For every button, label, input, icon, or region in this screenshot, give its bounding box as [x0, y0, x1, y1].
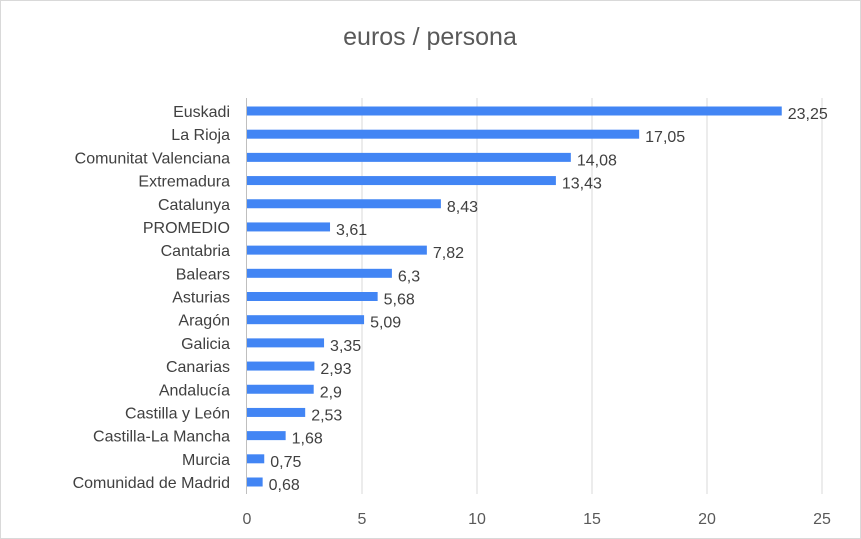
data-label: 5,09: [370, 315, 401, 332]
category-label: Catalunya: [158, 197, 230, 214]
bar: [247, 477, 263, 487]
x-tick-label: 0: [243, 511, 252, 528]
category-label: La Rioja: [171, 127, 230, 144]
x-tick-label: 15: [583, 511, 601, 528]
category-label: Extremadura: [138, 174, 230, 191]
category-label: Aragón: [178, 313, 230, 330]
data-label: 8,43: [447, 199, 478, 216]
data-label: 5,68: [384, 292, 415, 309]
bar: [247, 129, 640, 139]
bar: [247, 361, 315, 371]
category-label: Comunidad de Madrid: [73, 475, 230, 492]
bar: [247, 292, 378, 301]
data-label: 1,68: [292, 431, 323, 448]
data-label: 0,68: [269, 477, 300, 494]
bar: [247, 222, 331, 232]
bar: [247, 106, 782, 116]
bar: [247, 199, 441, 209]
category-label: Andalucía: [159, 382, 230, 399]
category-label: Asturias: [172, 290, 230, 307]
data-label: 23,25: [788, 106, 828, 123]
data-label: 3,35: [330, 338, 361, 355]
category-label: Castilla y León: [125, 405, 230, 422]
bar: [247, 338, 325, 348]
x-tick-label: 20: [698, 511, 716, 528]
bar: [247, 152, 571, 162]
data-label: 6,3: [398, 268, 420, 285]
category-label: Euskadi: [173, 104, 230, 121]
data-label: 7,82: [433, 245, 464, 262]
bar: [247, 384, 314, 394]
category-label: Galicia: [181, 336, 230, 353]
bar: [247, 176, 556, 186]
chart-title: euros / persona: [343, 23, 517, 51]
data-label: 0,75: [270, 454, 301, 471]
x-tick-label: 5: [358, 511, 367, 528]
data-label: 13,43: [562, 176, 602, 193]
x-tick-label: 25: [813, 511, 831, 528]
data-label: 2,9: [320, 384, 342, 401]
category-label: Murcia: [182, 452, 230, 469]
data-label: 2,93: [320, 361, 351, 378]
category-label: Balears: [176, 266, 230, 283]
bar: [247, 454, 265, 464]
bar: [247, 268, 392, 278]
category-label: Castilla-La Mancha: [93, 429, 230, 446]
bar: [247, 315, 365, 325]
bar: [247, 431, 286, 441]
x-tick-label: 10: [468, 511, 486, 528]
bar: [247, 407, 306, 417]
category-label: PROMEDIO: [143, 220, 230, 237]
category-label: Cantabria: [161, 243, 230, 260]
data-label: 14,08: [577, 152, 617, 169]
category-label: Comunitat Valenciana: [75, 150, 230, 167]
data-label: 17,05: [645, 129, 685, 146]
data-label: 3,61: [336, 222, 367, 239]
bar: [247, 245, 427, 255]
category-label: Canarias: [166, 359, 230, 376]
data-label: 2,53: [311, 407, 342, 424]
